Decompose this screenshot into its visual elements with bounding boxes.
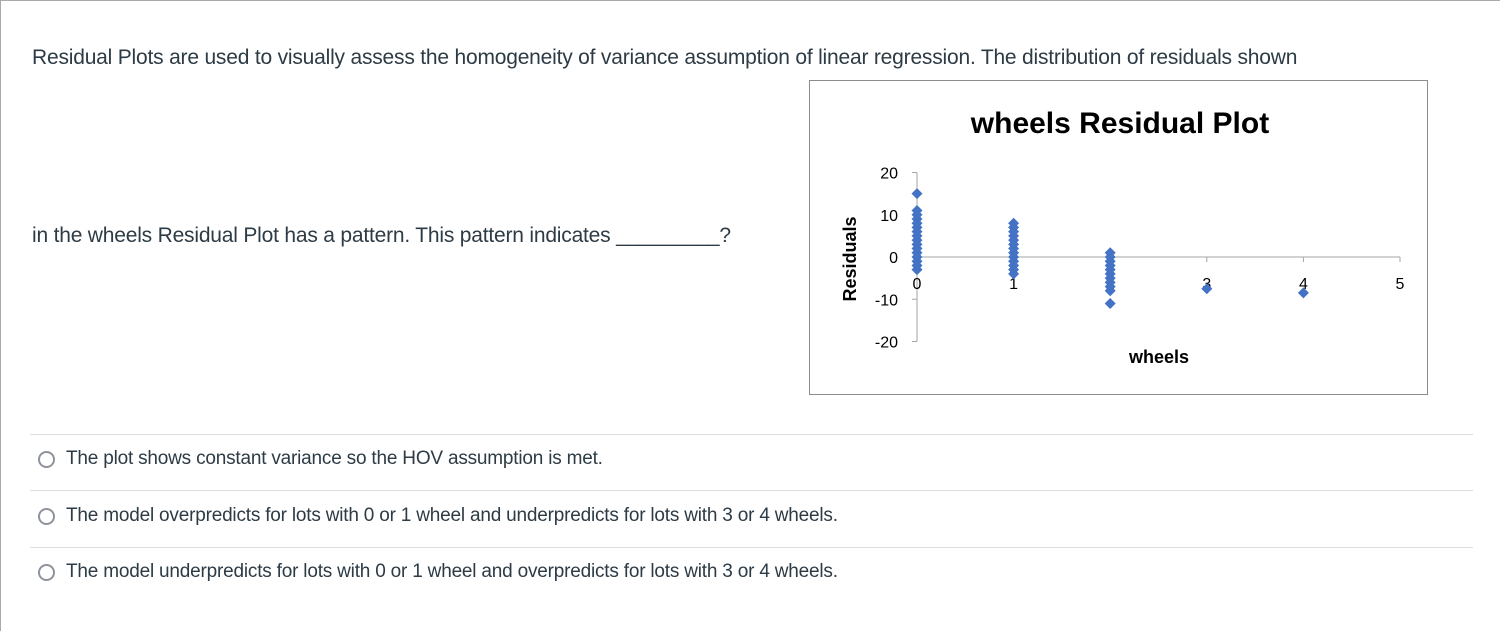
svg-text:0: 0 — [889, 250, 898, 267]
answer-option-label: The model overpredicts for lots with 0 o… — [66, 505, 838, 526]
svg-text:-10: -10 — [875, 292, 898, 309]
question-text-line2: in the wheels Residual Plot has a patter… — [32, 224, 731, 247]
radio-button-icon[interactable] — [38, 450, 55, 468]
answer-option-2[interactable]: The model overpredicts for lots with 0 o… — [38, 505, 838, 527]
svg-text:20: 20 — [880, 166, 898, 183]
radio-button-icon[interactable] — [38, 563, 55, 581]
svg-text:4: 4 — [1299, 276, 1308, 293]
data-points — [911, 188, 1309, 309]
answer-option-1[interactable]: The plot shows constant variance so the … — [38, 448, 603, 470]
svg-text:1: 1 — [1009, 276, 1018, 293]
answer-option-label: The plot shows constant variance so the … — [66, 448, 603, 469]
answer-option-3[interactable]: The model underpredicts for lots with 0 … — [38, 561, 838, 583]
svg-text:10: 10 — [880, 208, 898, 225]
divider — [30, 547, 1473, 548]
svg-text:5: 5 — [1396, 276, 1405, 293]
svg-text:-20: -20 — [875, 335, 898, 352]
y-axis-label: Residuals — [840, 216, 860, 301]
radio-button-icon[interactable] — [38, 507, 55, 525]
answer-option-label: The model underpredicts for lots with 0 … — [66, 561, 838, 582]
svg-text:0: 0 — [913, 276, 922, 293]
divider — [30, 490, 1473, 491]
chart-title: wheels Residual Plot — [970, 107, 1269, 140]
x-axis-label: wheels — [1128, 347, 1189, 367]
chart-canvas: wheels Residual Plot Residuals wheels 20… — [840, 107, 1405, 367]
question-text-line1: Residual Plots are used to visually asse… — [32, 46, 1298, 69]
residual-plot-chart: wheels Residual Plot Residuals wheels 20… — [809, 80, 1428, 395]
divider — [30, 434, 1473, 435]
